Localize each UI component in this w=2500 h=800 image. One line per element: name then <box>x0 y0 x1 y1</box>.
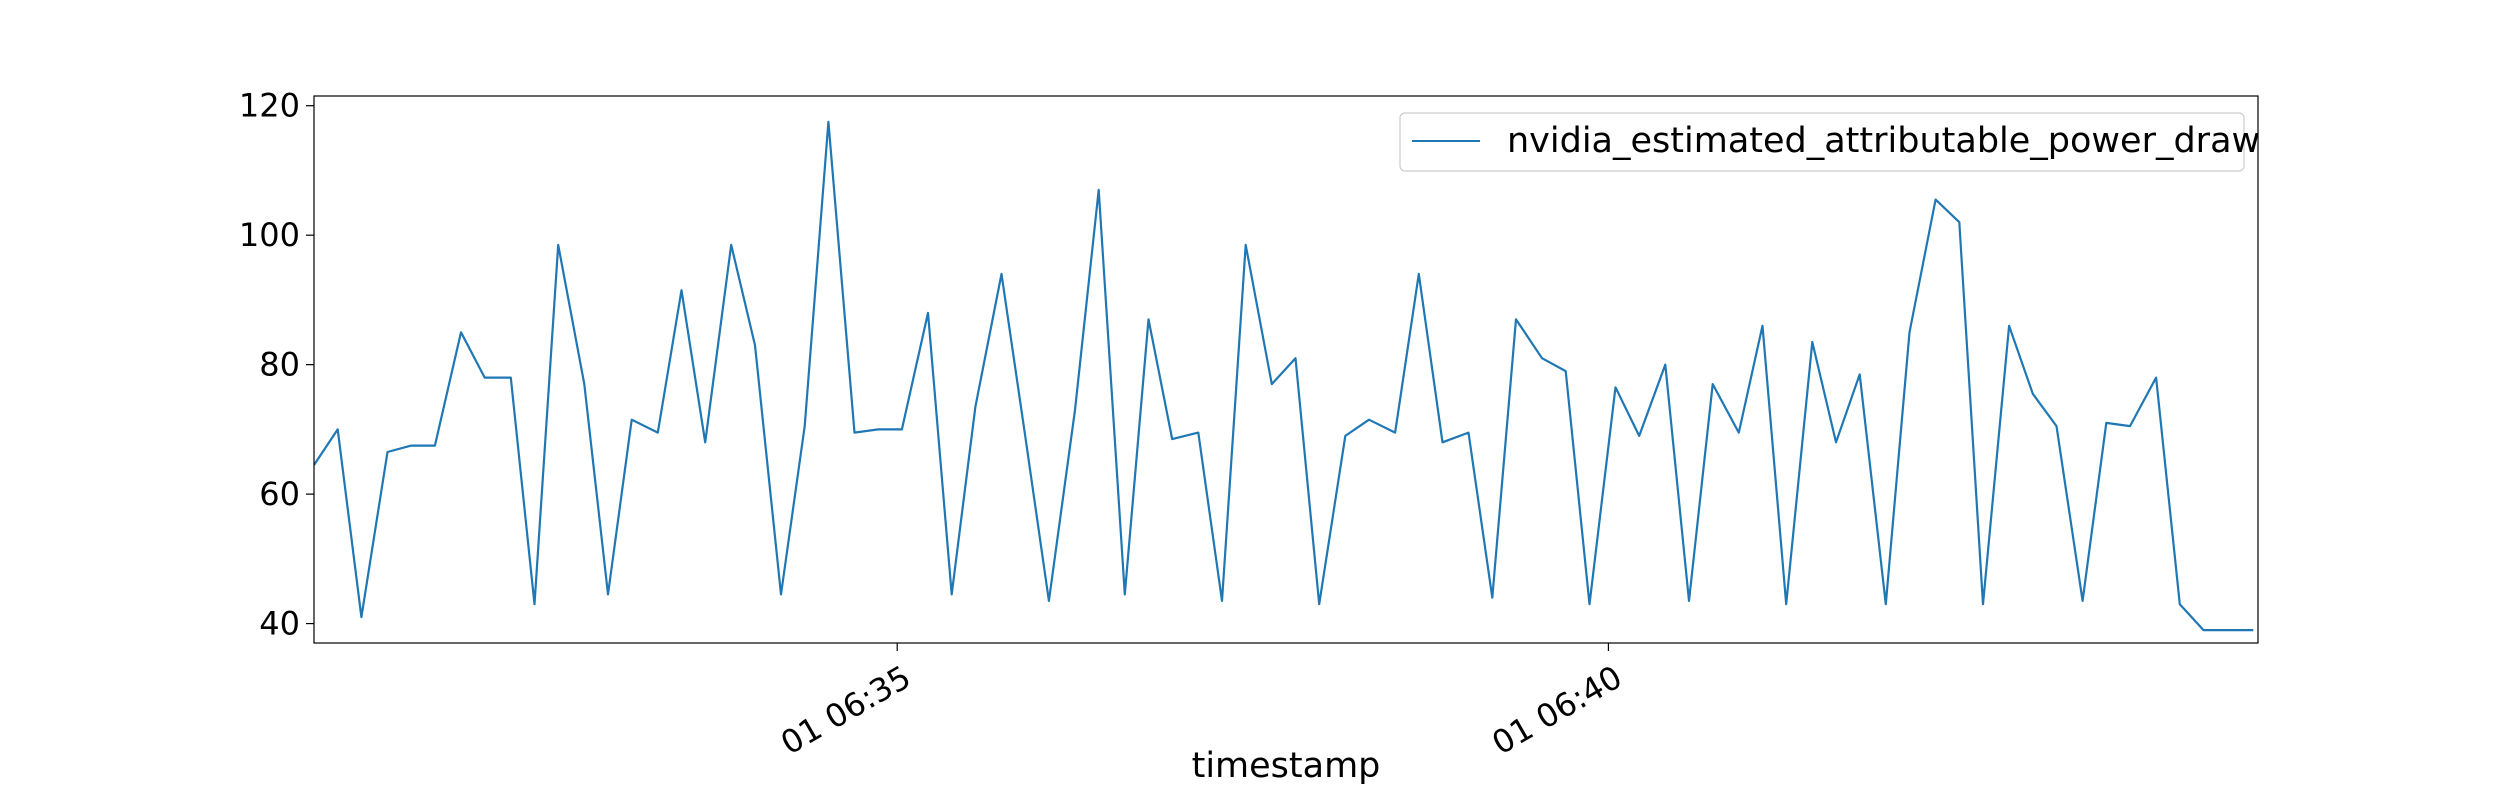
y-tick-label-4: 120 <box>239 87 300 125</box>
series-layer <box>314 120 2254 632</box>
legend: nvidia_estimated_attributable_power_draw <box>1399 112 2260 172</box>
legend-entry-label: nvidia_estimated_attributable_power_draw <box>1507 121 2260 161</box>
x-axis-label: timestamp <box>1192 746 1381 786</box>
y-tick-label-1: 60 <box>259 475 300 513</box>
y-tick-label-3: 100 <box>239 216 300 254</box>
plot-frame <box>313 95 2259 644</box>
y-axis: 40 60 80 100 120 <box>239 87 314 643</box>
y-tick-label-0: 40 <box>259 605 300 643</box>
series-line-0 <box>314 120 2254 632</box>
legend-box <box>1399 112 2245 172</box>
y-tick-label-2: 80 <box>259 346 300 384</box>
